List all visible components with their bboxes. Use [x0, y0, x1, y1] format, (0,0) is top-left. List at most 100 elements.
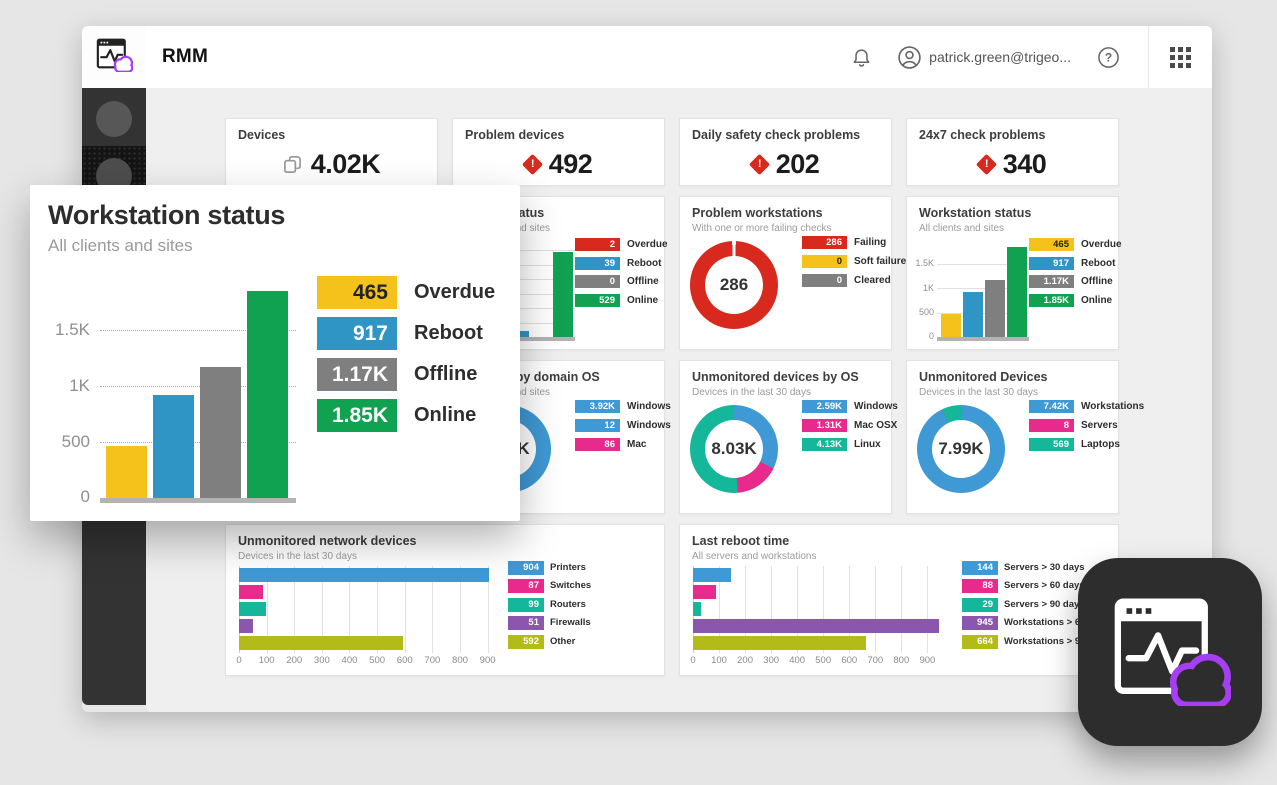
help-icon[interactable]: ?	[1097, 46, 1120, 69]
bar-offline[interactable]	[985, 280, 1005, 337]
bar-other[interactable]	[239, 636, 403, 650]
legend-label: Workstations	[1081, 401, 1145, 412]
notifications-bell-icon[interactable]	[850, 46, 873, 69]
sidebar-item-1[interactable]	[82, 91, 146, 146]
bar-workstations-60-days[interactable]	[693, 619, 940, 633]
x-axis-tick-label: 600	[841, 655, 858, 666]
gridline	[937, 312, 1029, 314]
bar-reboot[interactable]	[963, 292, 983, 337]
gridline	[937, 288, 1029, 290]
legend-chip: 1.17K	[1029, 275, 1074, 289]
bar-switches[interactable]	[239, 585, 264, 599]
card-unmonitored-network-devices[interactable]: Unmonitored network devices Devices in t…	[225, 524, 665, 676]
stat-card-problem-devices[interactable]: Problem devices ! 492	[452, 118, 665, 186]
card-title: Problem devices	[465, 128, 565, 142]
stat-card-devices[interactable]: Devices 4.02K	[225, 118, 438, 186]
y-axis-tick-label: 500	[918, 307, 934, 318]
legend-label: Servers > 60 days	[1004, 580, 1085, 592]
gridline	[459, 566, 461, 653]
y-axis-tick-label: 1K	[922, 282, 934, 293]
stat-value: 4.02K	[310, 149, 381, 179]
legend-chip: 8	[1029, 419, 1074, 432]
legend-chip: 144	[962, 561, 998, 575]
x-axis-tick-label: 900	[479, 655, 496, 666]
gridline	[483, 264, 575, 266]
app-launcher-button[interactable]	[1149, 26, 1212, 88]
gridline	[719, 566, 721, 653]
x-axis-tick-label: 0	[236, 655, 242, 666]
legend-label: Overdue	[414, 281, 496, 303]
legend-chip: 88	[962, 579, 998, 594]
bar-servers-60-days[interactable]	[693, 585, 716, 599]
stat-card-daily-safety-check[interactable]: Daily safety check problems ! 202	[679, 118, 892, 186]
overlay-card-workstation-status[interactable]: Workstation status All clients and sites…	[30, 185, 520, 521]
bar-servers-30-days[interactable]	[693, 568, 731, 582]
stat-card-24x7-check[interactable]: 24x7 check problems ! 340	[906, 118, 1119, 186]
legend-chip: 2.59K	[802, 400, 847, 413]
legend-chip: 0	[802, 255, 847, 268]
x-axis-tick-label: 700	[867, 655, 884, 666]
bar-online[interactable]	[247, 291, 288, 498]
card-subtitle: Devices in the last 30 days	[692, 387, 811, 398]
bar-online[interactable]	[1007, 247, 1027, 337]
gridline	[294, 566, 296, 653]
app-window-pulse-cloud-icon	[1109, 593, 1233, 711]
x-axis-tick-label: 300	[763, 655, 780, 666]
rmm-app-icon[interactable]	[1078, 558, 1262, 746]
legend-chip: 7.42K	[1029, 400, 1074, 413]
legend-label: Printers	[550, 562, 586, 573]
svg-text:?: ?	[1105, 50, 1112, 64]
x-axis-baseline	[100, 498, 296, 503]
card-unmonitored-devices-by-os[interactable]: Unmonitored devices by OS Devices in the…	[679, 360, 898, 514]
bar-workstations-90-days[interactable]	[693, 636, 866, 650]
donut-chart[interactable]: 8.03K	[690, 405, 778, 493]
y-axis-tick-label: 1.5K	[55, 319, 90, 339]
card-title: Workstation status	[919, 206, 1032, 220]
legend-chip: 1.85K	[1029, 294, 1074, 308]
rmm-logo-button[interactable]	[82, 26, 146, 88]
gridline	[849, 566, 851, 653]
gridline	[100, 442, 296, 444]
legend-label: Linux	[854, 439, 881, 450]
card-title: Devices	[238, 128, 286, 142]
legend-label: Offline	[627, 276, 659, 288]
card-subtitle: All servers and workstations	[692, 551, 817, 562]
x-axis-tick-label: 300	[313, 655, 330, 666]
donut-chart[interactable]: 7.99K	[917, 405, 1005, 493]
legend-chip: 945	[962, 616, 998, 631]
bar-overdue[interactable]	[106, 445, 147, 498]
gridline	[797, 566, 799, 653]
gridline	[937, 264, 1029, 266]
legend-chip: 592	[508, 634, 544, 649]
gridline	[404, 566, 406, 653]
donut-chart[interactable]: 286	[690, 241, 778, 329]
card-problem-workstations[interactable]: Problem workstations With one or more fa…	[679, 196, 906, 350]
user-account-button[interactable]: patrick.green@trigeo...	[897, 45, 1071, 70]
gridline	[771, 566, 773, 653]
card-title: Unmonitored network devices	[238, 534, 417, 548]
y-axis-tick-label: 1.5K	[915, 258, 934, 269]
card-subtitle: Devices in the last 30 days	[919, 387, 1038, 398]
legend-chip: 917	[317, 317, 397, 350]
bar-servers-90-days[interactable]	[693, 602, 701, 616]
card-workstation-status[interactable]: Workstation status All clients and sites…	[906, 196, 1122, 350]
y-axis-tick-label: 1K	[69, 375, 90, 395]
x-axis-tick-label: 200	[286, 655, 303, 666]
bar-online[interactable]	[553, 251, 573, 337]
card-last-reboot-time[interactable]: Last reboot time All servers and worksta…	[679, 524, 1119, 676]
legend-label: Soft failure	[854, 256, 907, 267]
legend-chip: 465	[317, 276, 397, 309]
legend-chip: 39	[575, 256, 620, 270]
bar-printers[interactable]	[239, 568, 489, 582]
legend-chip: 569	[1029, 438, 1074, 451]
x-axis-tick-label: 600	[396, 655, 413, 666]
bar-overdue[interactable]	[941, 314, 961, 337]
bar-offline[interactable]	[200, 367, 241, 498]
bar-reboot[interactable]	[153, 395, 194, 498]
legend-label: Mac	[627, 439, 647, 450]
card-unmonitored-devices[interactable]: Unmonitored Devices Devices in the last …	[906, 360, 1144, 514]
bar-routers[interactable]	[239, 602, 267, 616]
bar-firewalls[interactable]	[239, 619, 254, 633]
x-axis-tick-label: 100	[258, 655, 275, 666]
